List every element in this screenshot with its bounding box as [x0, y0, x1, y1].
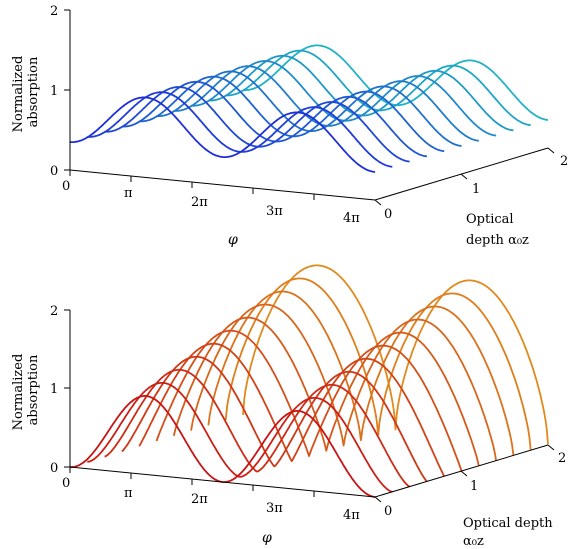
top-z-tick-label-2: 2 — [50, 4, 58, 19]
bottom-depth-tick-2 — [547, 444, 555, 451]
top-x-tick-label-0: 0 — [62, 179, 70, 194]
bottom-curves — [69, 264, 549, 498]
bottom-z-label-line-2: absorption — [26, 354, 41, 425]
bottom-series-line-5 — [155, 329, 463, 472]
top-depth-tick-1 — [460, 173, 468, 180]
top-x-tick-label-2: 2π — [191, 195, 208, 210]
top-series-line-1 — [87, 91, 393, 168]
top-curves — [69, 44, 549, 173]
top-x-label: φ — [228, 232, 238, 248]
bottom-series-line-6 — [172, 316, 480, 466]
top-x-tick-label-3: 3π — [266, 204, 283, 219]
bottom-x-tick-label-1: π — [124, 486, 133, 501]
bottom-x-label: φ — [262, 530, 272, 546]
bottom-depth-tick-label-0: 0 — [384, 504, 392, 519]
bottom-z-tick-label-1: 1 — [50, 382, 58, 397]
top-z-tick-label-0: 0 — [50, 164, 58, 179]
top-depth-tick-2 — [547, 147, 555, 154]
top-depth-tick-0 — [374, 199, 382, 206]
bottom-series-line-9 — [224, 277, 532, 450]
top-depth-tick-label-1: 1 — [472, 182, 480, 197]
top-series-line-0 — [69, 96, 376, 173]
top-x-axis — [69, 169, 376, 201]
bottom-depth-tick-0 — [374, 496, 382, 503]
bottom-depth-label-line-1: Optical depth — [463, 516, 553, 531]
chart-top: 0 1 2 0 π 2π 3π 4π 0 1 2 Normalized abso… — [11, 4, 568, 248]
bottom-z-tick-label-2: 2 — [50, 304, 58, 319]
bottom-series-line-10 — [242, 264, 549, 445]
bottom-series-line-8 — [207, 290, 515, 456]
top-z-label: Normalized absorption — [11, 52, 41, 133]
bottom-x-tick-label-0: 0 — [62, 476, 70, 491]
bottom-z-label: Normalized absorption — [11, 350, 41, 431]
top-depth-label-line-1: Optical — [466, 212, 514, 227]
top-depth-label: Optical depth α₀z — [466, 212, 529, 248]
bottom-depth-label: Optical depth α₀z — [463, 516, 557, 549]
top-depth-label-line-2: depth α₀z — [466, 233, 529, 248]
bottom-z-label-line-1: Normalized — [11, 354, 26, 431]
bottom-x-tick-label-4: 4π — [343, 508, 360, 523]
top-z-tick-label-1: 1 — [50, 84, 58, 99]
bottom-x-tick-label-2: 2π — [191, 492, 208, 507]
top-z-label-line-1: Normalized — [11, 56, 26, 133]
bottom-x-axis — [69, 466, 376, 498]
bottom-series-line-1 — [87, 382, 393, 493]
top-x-tick-label-1: π — [124, 186, 133, 201]
chart-bottom: 0 1 2 0 π 2π 3π 4π 0 1 2 Normalized abso… — [11, 264, 566, 549]
top-depth-tick-label-0: 0 — [384, 207, 392, 222]
bottom-depth-tick-label-1: 1 — [470, 479, 478, 494]
bottom-series-line-7 — [190, 303, 497, 461]
bottom-depth-label-line-2: α₀z — [463, 534, 484, 549]
bottom-z-tick-label-0: 0 — [50, 461, 58, 476]
top-depth-tick-label-2: 2 — [560, 154, 568, 169]
top-z-label-line-2: absorption — [26, 56, 41, 127]
bottom-x-tick-label-3: 3π — [266, 501, 283, 516]
bottom-depth-tick-1 — [460, 470, 468, 477]
top-x-tick-label-4: 4π — [343, 211, 360, 226]
bottom-depth-tick-label-2: 2 — [558, 451, 566, 466]
